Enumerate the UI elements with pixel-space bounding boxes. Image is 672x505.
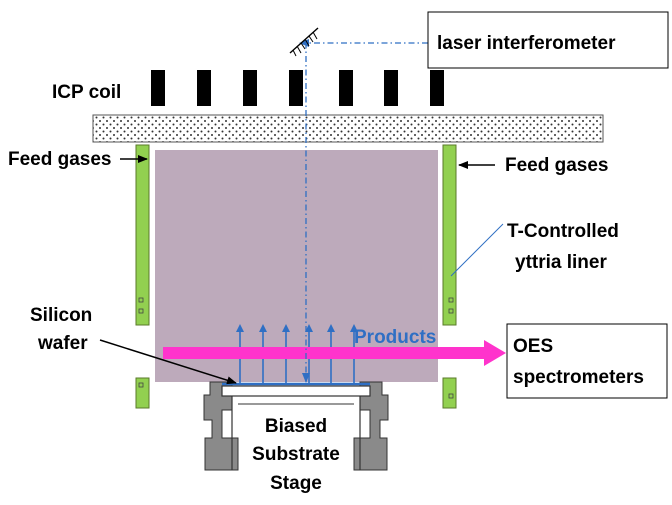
oes-label-line2: spectrometers [513, 367, 644, 388]
oes-spectrometers-box [506, 323, 668, 399]
coil-segment [339, 70, 353, 106]
plasma-region [155, 150, 438, 382]
coil-segment [289, 70, 303, 106]
coil-segment [197, 70, 211, 106]
stage-label-line3: Stage [270, 473, 322, 494]
feed-gases-left-label: Feed gases [8, 149, 112, 170]
coil-segment [384, 70, 398, 106]
liner-label-line2: yttria liner [515, 252, 607, 273]
wafer-label-line2: wafer [37, 333, 88, 354]
icp-coil [151, 70, 444, 106]
oes-label-line1: OES [513, 336, 553, 357]
wafer-label-line1: Silicon [30, 305, 92, 326]
stage-label-line1: Biased [265, 416, 327, 437]
coil-segment [243, 70, 257, 106]
dielectric-window [92, 114, 604, 143]
liner-label-pointer [450, 223, 504, 277]
laser-beam [299, 39, 428, 383]
coil-segment [151, 70, 165, 106]
icp-coil-label: ICP coil [52, 82, 121, 103]
stage-label-line2: Substrate [252, 444, 340, 465]
wafer-label-pointer [99, 339, 237, 385]
liner-left [135, 144, 150, 409]
products-label: Products [354, 327, 436, 348]
liner-label-line1: T-Controlled [507, 221, 619, 242]
hatched-mirror-icon [289, 27, 319, 57]
feed-gases-right-label: Feed gases [505, 155, 609, 176]
coil-segment [430, 70, 444, 106]
laser-interferometer-label: laser interferometer [437, 33, 616, 54]
laser-interferometer-box [427, 11, 669, 69]
oes-products-arrow [163, 340, 506, 366]
liner-right [442, 144, 457, 409]
substrate-stage [203, 381, 389, 471]
